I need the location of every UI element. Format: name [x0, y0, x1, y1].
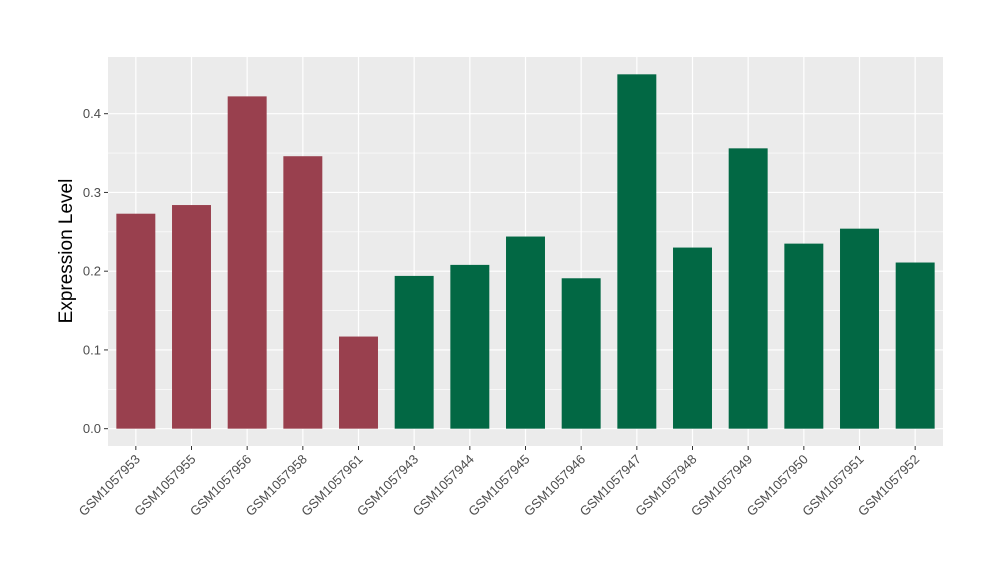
- y-axis-title: Expression Level: [56, 179, 77, 324]
- bar-GSM1057950: [784, 243, 824, 429]
- bar-GSM1057961: [339, 336, 378, 429]
- bar-GSM1057947: [617, 74, 657, 429]
- bar-GSM1057946: [561, 278, 601, 429]
- y-tick-label: 0.4: [83, 106, 101, 121]
- y-tick-label: 0.0: [83, 421, 101, 436]
- bar-GSM1057956: [227, 96, 267, 429]
- bar-GSM1057958: [283, 156, 323, 429]
- y-tick-label: 0.2: [83, 264, 101, 279]
- y-tick-label: 0.1: [83, 342, 101, 357]
- bar-GSM1057948: [673, 247, 712, 429]
- bar-GSM1057955: [172, 205, 211, 429]
- bar-GSM1057951: [840, 228, 879, 429]
- bar-GSM1057949: [728, 148, 768, 429]
- bars: [116, 74, 935, 429]
- x-axis: GSM1057953GSM1057955GSM1057956GSM1057958…: [76, 446, 922, 519]
- bar-GSM1057953: [116, 213, 156, 429]
- bar-GSM1057943: [394, 275, 434, 429]
- y-tick-label: 0.3: [83, 185, 101, 200]
- bar-GSM1057944: [450, 264, 490, 429]
- y-axis: 0.0 0.1 0.2 0.3 0.4: [83, 106, 108, 436]
- bar-GSM1057945: [506, 236, 545, 429]
- bar-GSM1057952: [895, 262, 935, 429]
